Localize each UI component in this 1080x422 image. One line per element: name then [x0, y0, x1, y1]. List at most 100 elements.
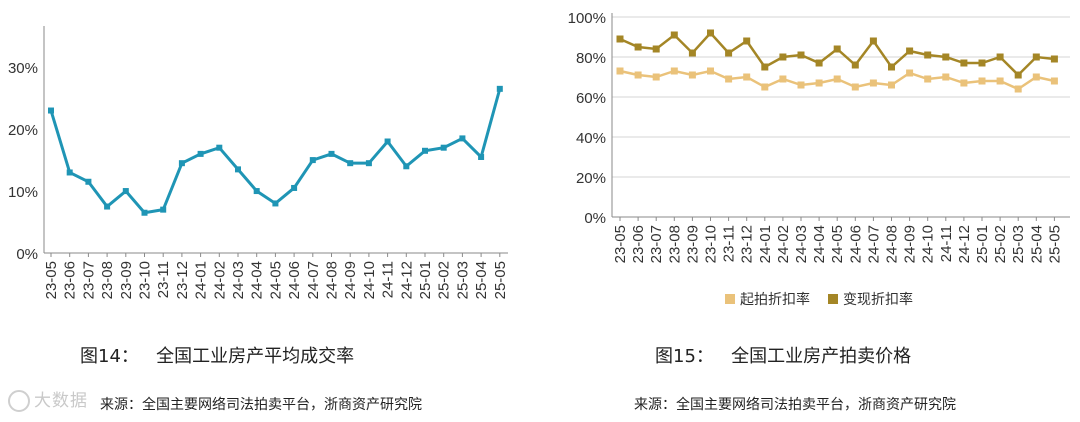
data-point [779, 75, 787, 83]
y-tick-label: 30% [8, 60, 38, 77]
data-point [725, 75, 733, 83]
data-point [1014, 71, 1022, 79]
y-tick-label: 10% [8, 184, 38, 201]
x-tick-label: 24-04 [249, 261, 266, 299]
data-point [347, 160, 354, 167]
right-figure-caption: 图15： 全国工业房产拍卖价格 [655, 346, 912, 367]
data-point [942, 73, 950, 81]
y-tick-label: 20% [576, 170, 606, 187]
x-tick-label: 23-06 [630, 225, 647, 263]
x-tick-label: 23-12 [739, 225, 756, 263]
x-tick-label: 24-11 [380, 261, 397, 298]
data-point [478, 153, 485, 160]
x-tick-label: 23-05 [43, 261, 60, 299]
series-line [49, 88, 502, 215]
data-point [960, 79, 968, 87]
x-tick-label: 25-05 [1046, 225, 1063, 263]
y-tick-label: 20% [8, 122, 38, 139]
data-point [1050, 55, 1058, 63]
data-point [670, 31, 678, 39]
data-point [1050, 77, 1058, 85]
data-point [869, 79, 877, 87]
data-point [942, 53, 950, 61]
data-point [652, 73, 660, 81]
x-tick-label: 24-03 [230, 261, 247, 299]
data-point [253, 188, 260, 195]
x-tick-label: 24-09 [342, 261, 359, 299]
legend-swatch [828, 294, 838, 304]
data-point [422, 147, 428, 154]
x-tick-label: 24-10 [361, 261, 378, 299]
data-point [797, 81, 805, 89]
x-tick-label: 25-01 [974, 225, 991, 263]
x-tick-label: 23-10 [703, 225, 720, 263]
x-tick-label: 25-05 [492, 261, 509, 299]
right-source-note: 来源：全国主要网络司法拍卖平台，浙商资产研究院 [634, 397, 956, 413]
data-point [216, 144, 223, 151]
x-tick-label: 24-02 [775, 225, 792, 263]
data-point [66, 169, 73, 176]
data-point [48, 107, 54, 114]
data-point [996, 77, 1004, 85]
watermark-text: 大数据 [34, 391, 88, 411]
data-point [978, 59, 986, 67]
x-tick-label: 24-07 [865, 225, 882, 263]
x-tick-label: 25-03 [1010, 225, 1027, 263]
x-tick-label: 24-10 [920, 225, 937, 263]
x-tick-label: 24-03 [793, 225, 810, 263]
left-source-note: 来源：全国主要网络司法拍卖平台，浙商资产研究院 [100, 397, 422, 413]
data-point [141, 209, 148, 216]
legend-swatch [725, 294, 735, 304]
x-tick-label: 25-03 [454, 261, 471, 299]
data-point [924, 75, 932, 83]
data-point [197, 150, 204, 157]
data-point [833, 75, 841, 83]
data-point [309, 157, 316, 164]
x-tick-label: 25-01 [417, 261, 434, 299]
x-tick-label: 24-08 [884, 225, 901, 263]
x-tick-label: 24-01 [193, 261, 210, 299]
x-tick-label: 24-06 [847, 225, 864, 263]
data-point [707, 29, 714, 37]
data-point [978, 77, 986, 85]
data-point [272, 200, 279, 207]
data-point [996, 53, 1004, 61]
y-tick-label: 100% [568, 10, 606, 27]
data-point [1032, 73, 1040, 81]
data-point [906, 69, 914, 77]
data-point [160, 206, 167, 213]
x-tick-label: 24-05 [829, 225, 846, 263]
data-point [869, 37, 877, 45]
data-point [833, 45, 841, 53]
data-point [440, 144, 447, 151]
y-tick-label: 40% [576, 130, 606, 147]
x-tick-label: 23-06 [62, 261, 79, 299]
legend-label: 变现折扣率 [843, 291, 913, 307]
data-point [707, 67, 714, 75]
data-point [496, 85, 503, 92]
data-point [85, 178, 92, 185]
legend-label: 起拍折扣率 [740, 291, 810, 307]
data-point [688, 71, 696, 79]
data-point [888, 81, 895, 89]
data-point [291, 184, 298, 191]
data-point [761, 83, 769, 91]
x-tick-label: 23-08 [99, 261, 116, 299]
data-point [616, 35, 624, 43]
x-tick-label: 23-11 [721, 225, 738, 262]
data-point [815, 59, 823, 67]
x-tick-label: 24-11 [938, 225, 955, 262]
x-tick-label: 24-12 [398, 261, 415, 299]
x-tick-label: 24-08 [324, 261, 341, 299]
data-point [815, 79, 823, 87]
data-point [688, 49, 696, 57]
x-tick-label: 25-04 [1028, 225, 1045, 263]
data-point [761, 63, 769, 71]
data-point [365, 160, 372, 167]
x-tick-label: 25-02 [992, 225, 1009, 263]
data-point [797, 51, 805, 59]
data-point [104, 203, 111, 210]
x-tick-label: 24-12 [956, 225, 973, 263]
x-tick-label: 23-09 [118, 261, 135, 299]
data-point [1014, 85, 1022, 93]
